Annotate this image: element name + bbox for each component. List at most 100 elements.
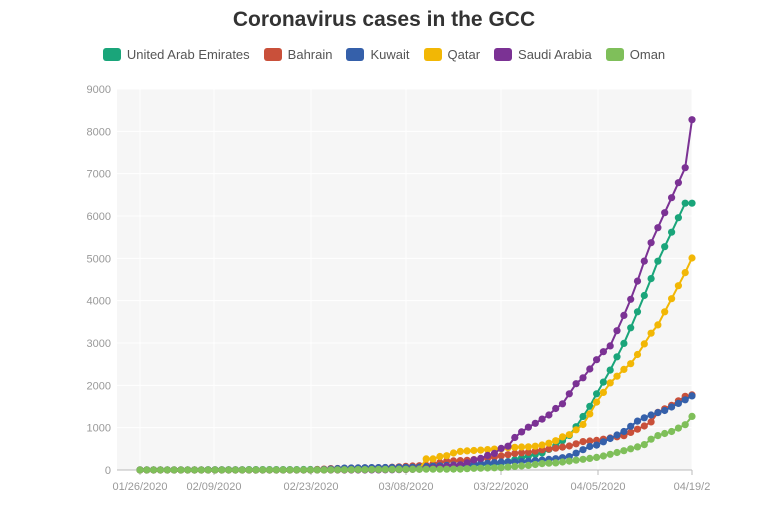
legend-swatch: [346, 48, 365, 61]
data-point: [558, 458, 567, 466]
data-point: [640, 414, 648, 422]
y-tick-label: 9000: [87, 84, 111, 96]
data-point: [511, 443, 519, 451]
legend-swatch: [605, 48, 624, 61]
data-point: [674, 179, 683, 187]
data-point: [654, 224, 662, 232]
data-point: [681, 421, 689, 429]
data-point: [647, 275, 655, 283]
data-point: [545, 445, 553, 453]
data-point: [470, 464, 478, 472]
data-point: [490, 449, 498, 457]
data-point: [647, 411, 655, 419]
data-point: [443, 465, 451, 473]
legend-swatch: [494, 48, 513, 61]
data-point: [565, 390, 573, 398]
data-point: [504, 442, 512, 450]
data-point: [620, 447, 628, 455]
data-point: [661, 406, 669, 415]
data-point: [265, 466, 274, 474]
data-point: [599, 438, 608, 446]
data-point: [654, 321, 662, 329]
data-point: [538, 460, 546, 468]
legend-item[interactable]: Oman: [605, 47, 666, 62]
data-point: [572, 380, 580, 388]
legend-item[interactable]: Qatar: [423, 47, 480, 62]
x-tick-label: 03/08/2020: [378, 481, 433, 493]
data-point: [156, 466, 164, 474]
data-point: [497, 458, 505, 466]
data-point: [470, 456, 478, 464]
data-point: [674, 424, 683, 432]
data-point: [531, 460, 539, 469]
data-point: [593, 441, 601, 449]
data-point: [688, 392, 696, 400]
data-point: [586, 365, 594, 373]
data-point: [259, 466, 267, 474]
x-tick-label: 04/19/2: [674, 481, 711, 493]
data-point: [552, 437, 560, 445]
legend-swatch: [263, 48, 282, 61]
data-point: [136, 466, 144, 474]
data-point: [627, 295, 635, 303]
data-point: [613, 448, 621, 457]
data-point: [518, 462, 526, 470]
legend-label: United Arab Emirates: [126, 47, 250, 62]
data-point: [661, 243, 669, 251]
legend-item[interactable]: Bahrain: [263, 47, 332, 62]
data-point: [524, 423, 533, 431]
data-point: [436, 465, 444, 473]
data-point: [518, 443, 526, 451]
legend-item[interactable]: Saudi Arabia: [494, 47, 592, 62]
data-point: [497, 444, 505, 452]
data-point: [640, 422, 648, 430]
data-point: [313, 466, 321, 474]
data-point: [170, 466, 178, 474]
data-point: [606, 450, 614, 458]
data-point: [620, 365, 628, 373]
data-point: [633, 277, 642, 285]
data-point: [627, 422, 635, 430]
data-point: [490, 464, 498, 472]
data-point: [470, 446, 478, 455]
data-point: [531, 442, 539, 450]
legend-label: Saudi Arabia: [518, 47, 592, 62]
data-point: [633, 443, 642, 451]
data-point: [552, 444, 560, 452]
data-point: [449, 465, 458, 473]
legend-item[interactable]: United Arab Emirates: [102, 47, 250, 62]
data-point: [654, 432, 662, 440]
data-point: [586, 402, 594, 410]
data-point: [211, 466, 219, 474]
data-point: [674, 214, 683, 222]
legend-label: Oman: [629, 47, 666, 62]
data-point: [661, 429, 669, 438]
data-point: [620, 427, 628, 436]
data-point: [545, 411, 553, 419]
data-point: [463, 459, 471, 467]
data-point: [627, 360, 635, 368]
data-point: [633, 308, 642, 316]
data-point: [572, 456, 580, 464]
legend-item[interactable]: Kuwait: [346, 47, 410, 62]
data-point: [415, 465, 423, 473]
data-point: [286, 466, 294, 474]
data-point: [347, 466, 355, 474]
data-point: [599, 452, 608, 460]
data-point: [552, 459, 560, 467]
data-point: [334, 466, 342, 474]
series-oman: [136, 412, 696, 474]
data-point: [613, 431, 621, 439]
data-point: [599, 388, 608, 396]
legend-label: Kuwait: [370, 47, 410, 62]
data-point: [340, 466, 348, 474]
data-point: [558, 400, 567, 408]
data-point: [633, 350, 642, 359]
data-point: [579, 455, 587, 463]
y-tick-label: 0: [105, 465, 111, 477]
data-point: [511, 462, 519, 470]
data-point: [640, 441, 648, 449]
data-point: [484, 464, 492, 472]
data-point: [190, 466, 199, 474]
data-point: [225, 466, 233, 474]
